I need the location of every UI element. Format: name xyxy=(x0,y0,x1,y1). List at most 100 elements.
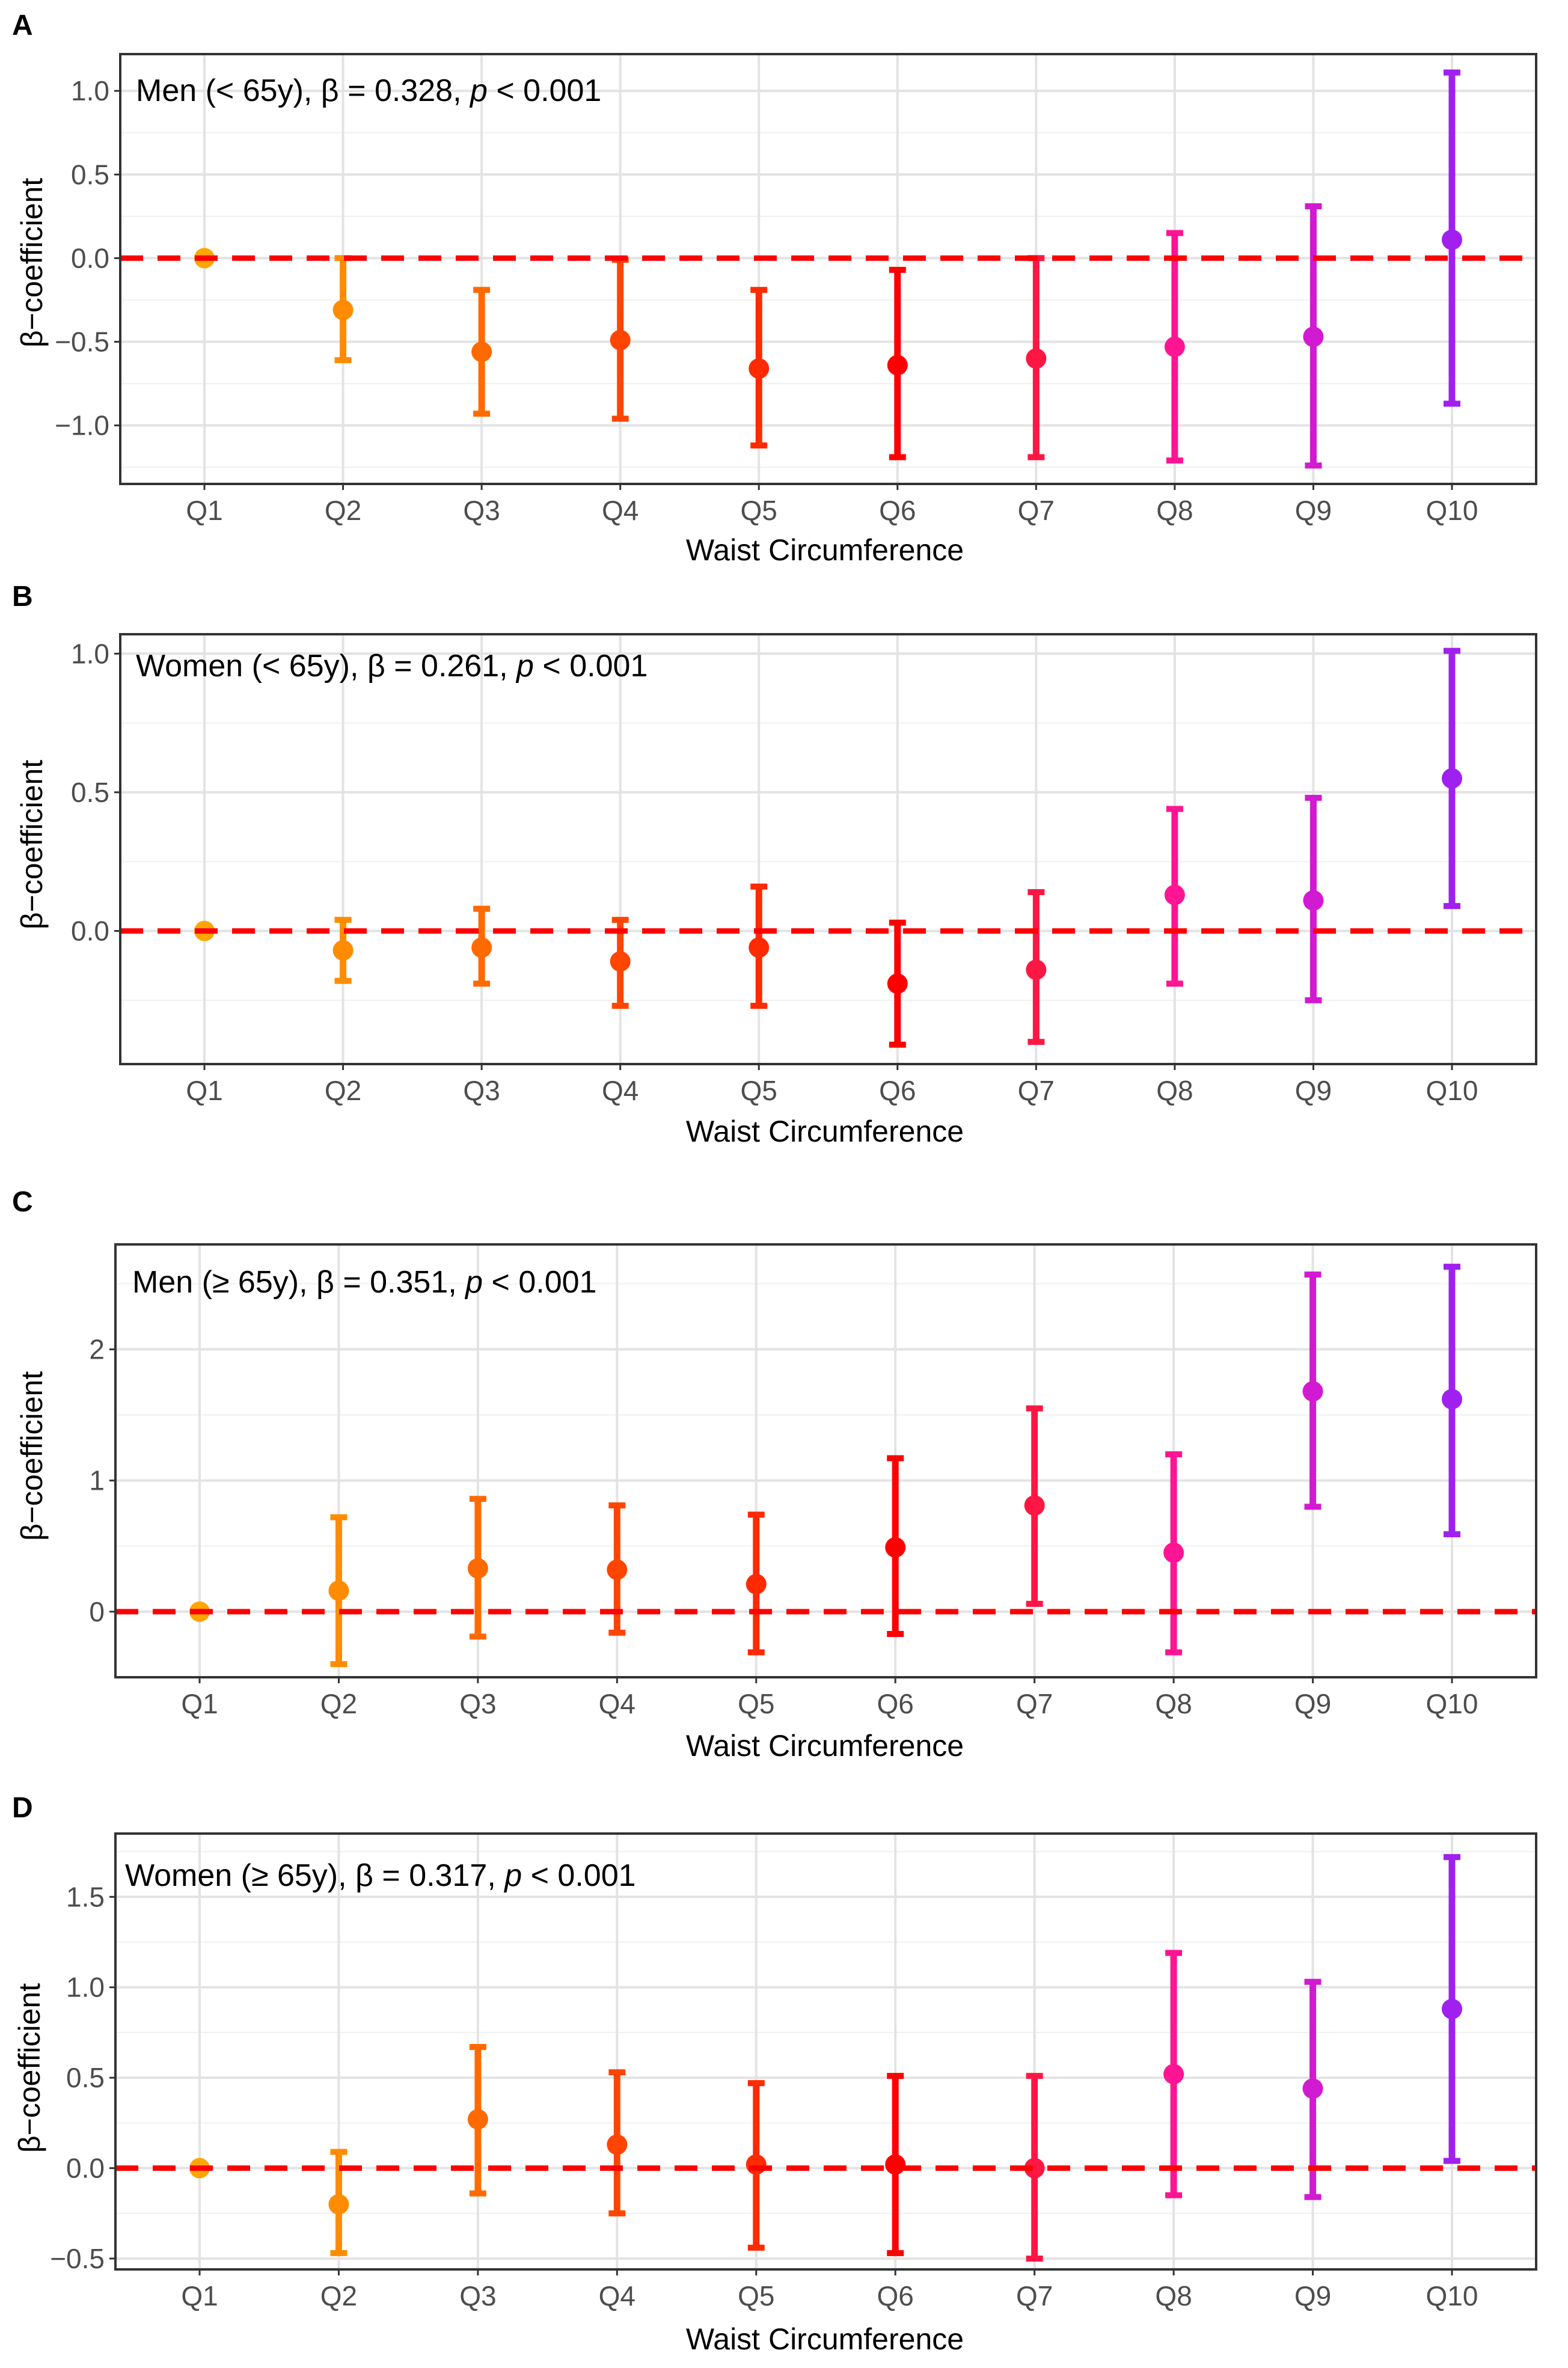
x-tick-label: Q9 xyxy=(1294,2280,1331,2311)
x-tick-label: Q7 xyxy=(1016,2280,1053,2311)
panel-label: D xyxy=(12,1792,33,1824)
x-tick-label: Q6 xyxy=(879,495,916,526)
point-estimate-q4 xyxy=(610,329,631,350)
point-estimate-q7 xyxy=(1024,1495,1045,1516)
y-axis-title: β−coefficient xyxy=(13,1983,46,2153)
plot-frame xyxy=(114,1832,1537,2271)
y-axis-ticks: 2 1 0 xyxy=(89,1334,115,1627)
x-tick-label: Q6 xyxy=(879,1075,916,1106)
point-estimate-q2 xyxy=(332,940,354,961)
x-tick-label: Q2 xyxy=(325,1075,361,1106)
y-tick-label: 1.0 xyxy=(66,1972,105,2003)
point-estimate-q3 xyxy=(467,2109,488,2130)
y-axis-ticks: 1.5 1.0 0.5 0.0 −0.5 xyxy=(50,1881,115,2274)
point-estimate-q5 xyxy=(746,1574,767,1595)
marks xyxy=(120,69,1536,469)
y-tick-label: 0.0 xyxy=(66,2153,105,2184)
x-tick-label: Q5 xyxy=(738,1688,774,1719)
point-estimate-q6 xyxy=(887,355,908,376)
subgroup-annotation: Women (≥ 65y), β = 0.317, p < 0.001 xyxy=(125,1858,636,1893)
point-estimate-q2 xyxy=(328,2194,349,2215)
point-estimate-q10 xyxy=(1442,1389,1462,1410)
point-estimate-q3 xyxy=(471,341,492,363)
x-tick-label: Q9 xyxy=(1294,1688,1331,1719)
x-tick-label: Q10 xyxy=(1426,1688,1478,1719)
x-tick-label: Q2 xyxy=(320,2280,357,2311)
panel-b: B Women (< 65y), β = 0.261, p < 0.001 1.… xyxy=(12,581,1537,1148)
x-axis-ticks: Q1 Q2 Q3 Q4 Q5 Q6 Q7 Q8 Q9 Q10 xyxy=(181,1677,1478,1719)
panel-label: C xyxy=(12,1186,33,1218)
plot-frame xyxy=(114,1243,1537,1678)
panel-a: A Men (< 65y), β = 0.328, p < 0.001 1.0 0… xyxy=(12,10,1537,567)
x-tick-label: Q5 xyxy=(738,2280,774,2311)
x-axis-title: Waist Circumference xyxy=(686,1729,964,1763)
point-estimate-q3 xyxy=(471,937,492,958)
x-tick-label: Q5 xyxy=(741,495,777,526)
x-tick-label: Q2 xyxy=(325,495,361,526)
x-tick-label: Q10 xyxy=(1426,2280,1478,2311)
point-estimate-q7 xyxy=(1024,2158,1045,2179)
point-estimate-q10 xyxy=(1442,1998,1462,2019)
x-axis-ticks: Q1 Q2 Q3 Q4 Q5 Q6 Q7 Q8 Q9 Q10 xyxy=(186,1064,1478,1106)
point-estimate-q7 xyxy=(1026,959,1047,981)
point-estimate-q4 xyxy=(607,2134,628,2155)
panel-label: B xyxy=(12,581,33,613)
x-tick-label: Q9 xyxy=(1295,1075,1332,1106)
x-tick-label: Q1 xyxy=(186,1075,222,1106)
panel-c: C Men (≥ 65y), β = 0.351, p < 0.001 210 … xyxy=(12,1186,1537,1763)
point-estimate-q9 xyxy=(1303,890,1324,911)
x-tick-label: Q8 xyxy=(1156,495,1193,526)
x-tick-label: Q8 xyxy=(1155,2280,1192,2311)
x-tick-label: Q4 xyxy=(599,2280,635,2311)
y-axis-title: β−coefficient xyxy=(15,760,49,929)
point-estimate-q9 xyxy=(1302,2078,1323,2099)
x-tick-label: Q5 xyxy=(741,1075,777,1106)
point-estimate-q2 xyxy=(332,299,354,320)
y-tick-label: 2 xyxy=(89,1334,105,1365)
grid xyxy=(120,634,1536,1064)
y-tick-label: 0.5 xyxy=(71,777,109,808)
point-estimate-q5 xyxy=(749,937,770,958)
subgroup-annotation: Men (< 65y), β = 0.328, p < 0.001 xyxy=(136,73,601,108)
y-tick-label: 1.0 xyxy=(71,75,109,106)
x-axis-ticks: Q1 Q2 Q3 Q4 Q5 Q6 Q7 Q8 Q9 Q10 xyxy=(181,2269,1478,2311)
x-axis-ticks: Q1 Q2 Q3 Q4 Q5 Q6 Q7 Q8 Q9 Q10 xyxy=(186,484,1478,526)
x-tick-label: Q3 xyxy=(459,1688,496,1719)
point-estimate-q4 xyxy=(607,1559,628,1580)
point-estimate-q2 xyxy=(328,1580,349,1601)
y-tick-label: 0.0 xyxy=(71,916,109,947)
x-tick-label: Q8 xyxy=(1156,1075,1193,1106)
point-estimate-q8 xyxy=(1163,1542,1184,1563)
x-tick-label: Q7 xyxy=(1018,1075,1055,1106)
plot-frame xyxy=(119,53,1537,485)
point-estimate-q6 xyxy=(885,1537,906,1558)
x-tick-label: Q1 xyxy=(181,2280,218,2311)
y-tick-label: 0.5 xyxy=(66,2062,105,2093)
y-axis-ticks: 1.0 0.5 0.0 xyxy=(71,638,120,947)
x-tick-label: Q4 xyxy=(602,1075,639,1106)
point-estimate-q8 xyxy=(1164,336,1185,357)
x-tick-label: Q10 xyxy=(1426,1075,1478,1106)
marks xyxy=(120,647,1536,1048)
point-estimate-q6 xyxy=(887,973,908,994)
y-tick-label: −0.5 xyxy=(55,326,109,358)
point-estimate-q4 xyxy=(610,951,631,972)
y-tick-label: 1.5 xyxy=(66,1881,105,1912)
y-axis-ticks: 1.0 0.5 0.0 −0.5 −1.0 xyxy=(55,75,120,441)
x-tick-label: Q3 xyxy=(459,2280,496,2311)
point-estimate-q10 xyxy=(1442,768,1462,789)
y-tick-label: 1.0 xyxy=(71,638,109,669)
x-tick-label: Q3 xyxy=(463,495,500,526)
point-estimate-q7 xyxy=(1026,348,1047,369)
plot-frame xyxy=(119,633,1537,1065)
x-tick-label: Q9 xyxy=(1295,495,1332,526)
y-tick-label: 0.0 xyxy=(71,242,109,274)
x-tick-label: Q6 xyxy=(877,1688,914,1719)
x-tick-label: Q6 xyxy=(877,2280,914,2311)
point-estimate-q8 xyxy=(1164,884,1185,905)
x-tick-label: Q4 xyxy=(599,1688,635,1719)
grid xyxy=(120,54,1536,484)
point-estimate-q5 xyxy=(749,358,770,379)
y-axis-title: β−coefficient xyxy=(15,178,49,347)
y-axis-title: β−coefficient xyxy=(15,1371,49,1541)
